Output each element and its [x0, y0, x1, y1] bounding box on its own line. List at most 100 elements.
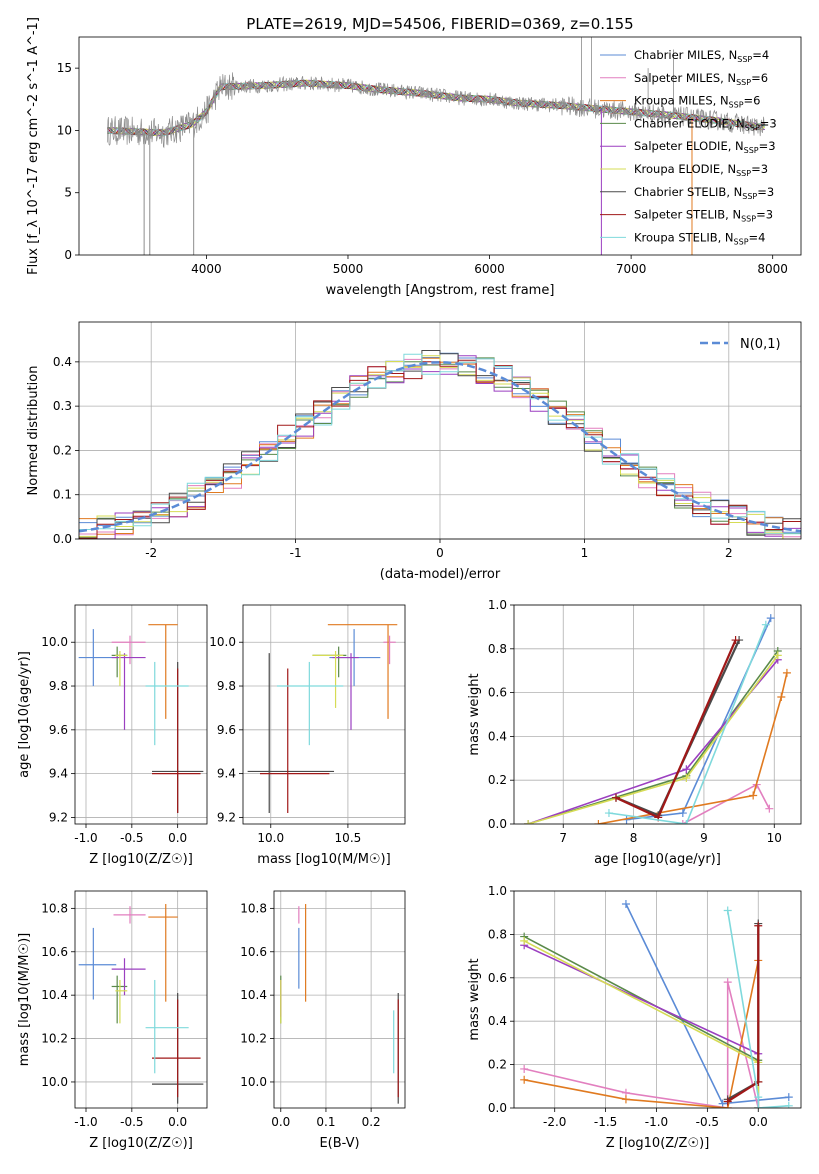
weight-line	[523, 940, 760, 1108]
tick-label-x: -1.5	[594, 1115, 617, 1129]
weight-marker	[678, 820, 687, 824]
tick-label-x: -2	[145, 546, 157, 560]
tick-label-y: 9.4	[217, 767, 236, 781]
tick-label-x: -1.0	[645, 1115, 668, 1129]
legend-label: Chabrier MILES, NSSP=4	[634, 48, 769, 64]
y-axis-label: mass weight	[467, 673, 482, 755]
weight-marker	[682, 820, 691, 824]
axes-frame	[78, 36, 802, 256]
tick-label-x: -1	[290, 546, 302, 560]
tick-label-y: 10.4	[240, 988, 267, 1002]
legend-label: Salpeter ELODIE, NSSP=3	[634, 139, 776, 155]
panel-age_vs_mass: 10.0 10.5 9.2 9.4 9.6 9.8 10.0 mass [log10(M/M☉…	[209, 604, 406, 867]
tick-label-x: 10	[767, 831, 782, 845]
weight-marker	[784, 1093, 793, 1102]
plot-area	[280, 904, 399, 1104]
tick-label-y: 0.4	[488, 729, 507, 743]
x-axis-label: (data-model)/error	[380, 567, 501, 582]
legend-label: Chabrier STELIB, NSSP=3	[634, 185, 774, 201]
weight-marker	[621, 900, 630, 909]
legend: Chabrier MILES, NSSP=4 Salpeter MILES, NS…	[600, 48, 777, 246]
tick-label-y: 10.0	[209, 635, 236, 649]
panel-spectrum: 4000 5000 6000 7000 8000 0 5 10 15 wavelength [An…	[26, 17, 802, 298]
tick-label-x: 8	[630, 831, 638, 845]
weight-line	[682, 783, 771, 824]
panel-weight_vs_Z: -2.0 -1.5 -1.0 -0.5 0.0 0.0 0.2 0.4 0.6 0.8 1.0 Z […	[467, 884, 802, 1151]
tick-label-x: 9	[700, 831, 708, 845]
weight-marker	[777, 692, 786, 701]
panel-age_vs_Z: -1.0 -0.5 0.0 9.2 9.4 9.6 9.8 10.0 Z [log10(Z/Z☉…	[17, 604, 208, 867]
legend-label: N(0,1)	[740, 337, 781, 352]
y-axis-label: age [log10(age/yr)]	[17, 651, 32, 778]
y-axis-label: Flux [f_λ 10^-17 erg cm^-2 s^-1 A^-1]	[26, 17, 41, 275]
weight-marker	[682, 765, 691, 774]
panel-weight_vs_age: 7 8 9 10 0.0 0.2 0.4 0.6 0.8 1.0 age [log10(age/yr…	[467, 598, 802, 867]
tick-label-y: 10.2	[41, 1032, 68, 1046]
axes-frame	[513, 890, 802, 1109]
weight-marker	[761, 620, 770, 629]
weight-marker	[773, 651, 782, 660]
weight-line	[727, 925, 760, 1103]
figure-title: PLATE=2619, MJD=54506, FIBERID=0369, z=0…	[246, 15, 633, 33]
tick-label-y: 1.0	[488, 884, 507, 898]
weight-marker	[766, 614, 775, 623]
tick-label-y: 0	[64, 248, 72, 262]
plot-area	[524, 614, 791, 824]
tick-label-y: 0.6	[488, 971, 507, 985]
tick-label-y: 0.4	[53, 355, 72, 369]
legend-label: Salpeter MILES, NSSP=6	[634, 71, 768, 87]
axes-frame	[273, 890, 406, 1109]
legend-label: Kroupa ELODIE, NSSP=3	[634, 162, 768, 178]
weight-line	[608, 624, 767, 824]
residual-histogram	[79, 353, 801, 535]
tick-label-x: 7000	[616, 262, 647, 276]
weight-marker	[524, 820, 533, 824]
observed-spectrum	[106, 72, 766, 149]
tick-label-y: 9.2	[49, 810, 68, 824]
weight-marker	[611, 793, 620, 802]
tick-label-y: 0.8	[488, 642, 507, 656]
axes-frame	[513, 604, 802, 825]
tick-label-x: -2.0	[543, 1115, 566, 1129]
tick-label-x: 6000	[474, 262, 505, 276]
weight-marker	[621, 1095, 630, 1104]
weight-marker	[678, 809, 687, 818]
tick-label-y: 0.2	[488, 1058, 507, 1072]
axes-frame	[74, 604, 208, 825]
tick-label-y: 9.8	[217, 679, 236, 693]
tick-label-y: 0.2	[488, 773, 507, 787]
x-axis-label: age [log10(age/yr)]	[594, 852, 721, 867]
tick-label-y: 10.8	[240, 901, 267, 915]
y-axis-label: mass weight	[467, 958, 482, 1040]
tick-label-y: 0.6	[488, 686, 507, 700]
tick-label-y: 5	[64, 186, 72, 200]
tick-label-x: 4000	[191, 262, 222, 276]
tick-label-y: 9.8	[49, 679, 68, 693]
tick-label-x: 7	[559, 831, 567, 845]
tick-label-y: 0.4	[488, 1014, 507, 1028]
tick-label-x: -1.0	[74, 1115, 97, 1129]
x-axis-label: E(B-V)	[319, 1136, 359, 1151]
tick-label-y: 0.2	[53, 443, 72, 457]
tick-label-y: 10.2	[240, 1032, 267, 1046]
tick-label-x: 5000	[333, 262, 364, 276]
weight-marker	[604, 809, 613, 818]
weight-marker	[594, 820, 603, 824]
tick-label-x: 0.0	[168, 831, 187, 845]
tick-label-x: 8000	[757, 262, 788, 276]
x-axis-label: wavelength [Angstrom, rest frame]	[326, 283, 555, 298]
weight-marker	[520, 1064, 529, 1073]
weight-marker	[723, 1097, 732, 1106]
tick-label-x: 1	[581, 546, 589, 560]
weight-marker	[754, 921, 763, 930]
weight-line	[524, 960, 760, 1108]
legend-label: Kroupa MILES, NSSP=6	[634, 94, 760, 110]
weight-marker	[723, 906, 732, 915]
weight-marker	[723, 978, 732, 987]
tick-label-y: 10.0	[41, 635, 68, 649]
legend: N(0,1)	[700, 337, 781, 352]
weight-marker	[754, 1093, 763, 1102]
y-axis-label: mass [log10(M/M☉)]	[17, 933, 32, 1066]
tick-label-y: 10.0	[240, 1075, 267, 1089]
